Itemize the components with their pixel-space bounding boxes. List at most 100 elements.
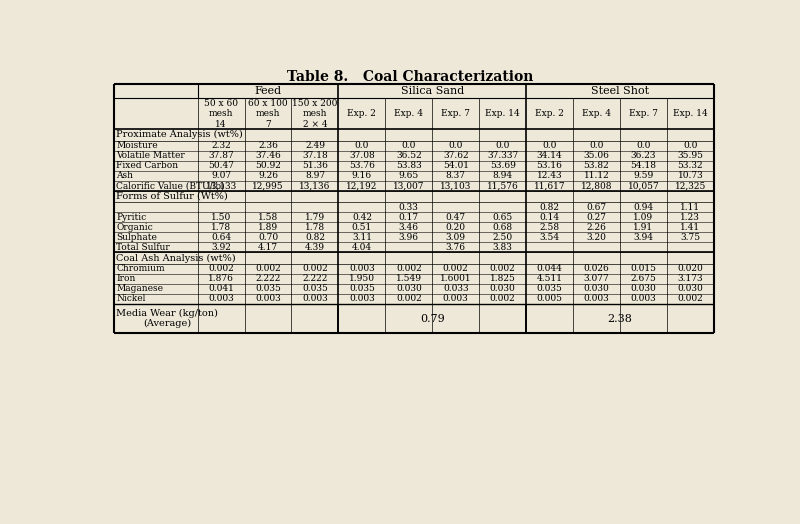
Text: 1.6001: 1.6001	[440, 275, 471, 283]
Text: 2.32: 2.32	[211, 141, 231, 150]
Text: 0.002: 0.002	[678, 294, 703, 303]
Text: 37.62: 37.62	[443, 151, 469, 160]
Text: 3.92: 3.92	[211, 243, 231, 252]
Text: 0.64: 0.64	[211, 233, 231, 242]
Text: Total Sulfur: Total Sulfur	[116, 243, 170, 252]
Text: 0.035: 0.035	[255, 285, 281, 293]
Text: 12.43: 12.43	[537, 171, 562, 180]
Text: 0.14: 0.14	[539, 213, 560, 222]
Text: Exp. 2: Exp. 2	[535, 109, 564, 118]
Text: Pyritic: Pyritic	[116, 213, 146, 222]
Text: 12,192: 12,192	[346, 181, 378, 190]
Text: 4.17: 4.17	[258, 243, 278, 252]
Text: 3.09: 3.09	[446, 233, 466, 242]
Text: 9.65: 9.65	[398, 171, 419, 180]
Text: 53.83: 53.83	[396, 161, 422, 170]
Text: 1.79: 1.79	[305, 213, 325, 222]
Text: 2.222: 2.222	[255, 275, 281, 283]
Text: 13,133: 13,133	[206, 181, 237, 190]
Text: 12,995: 12,995	[252, 181, 284, 190]
Text: 0.003: 0.003	[630, 294, 656, 303]
Text: 1.11: 1.11	[680, 203, 701, 212]
Text: 53.76: 53.76	[349, 161, 375, 170]
Text: 2.222: 2.222	[302, 275, 328, 283]
Text: 0.79: 0.79	[420, 313, 445, 323]
Text: 0.67: 0.67	[586, 203, 606, 212]
Text: 3.077: 3.077	[584, 275, 610, 283]
Text: 0.0: 0.0	[495, 141, 510, 150]
Text: Media Wear (kg/ton)
(Average): Media Wear (kg/ton) (Average)	[116, 309, 218, 329]
Text: 0.035: 0.035	[302, 285, 328, 293]
Text: 0.030: 0.030	[630, 285, 656, 293]
Text: 54.18: 54.18	[630, 161, 657, 170]
Text: Maganese: Maganese	[116, 285, 163, 293]
Text: Proximate Analysis (wt%): Proximate Analysis (wt%)	[115, 130, 242, 139]
Text: 0.17: 0.17	[398, 213, 419, 222]
Text: 1.89: 1.89	[258, 223, 278, 232]
Text: 8.94: 8.94	[493, 171, 513, 180]
Text: 0.20: 0.20	[446, 223, 466, 232]
Text: Exp. 14: Exp. 14	[486, 109, 520, 118]
Text: 0.003: 0.003	[443, 294, 469, 303]
Text: 12,325: 12,325	[674, 181, 706, 190]
Text: 0.030: 0.030	[678, 285, 703, 293]
Text: 50.92: 50.92	[255, 161, 281, 170]
Text: 4.04: 4.04	[352, 243, 372, 252]
Text: 37.08: 37.08	[349, 151, 374, 160]
Text: 2.26: 2.26	[586, 223, 606, 232]
Text: 3.76: 3.76	[446, 243, 466, 252]
Text: 8.97: 8.97	[305, 171, 325, 180]
Text: 0.026: 0.026	[584, 264, 610, 274]
Text: 3.83: 3.83	[493, 243, 513, 252]
Text: 9.59: 9.59	[634, 171, 654, 180]
Text: Organic: Organic	[116, 223, 153, 232]
Text: 0.041: 0.041	[208, 285, 234, 293]
Text: 1.78: 1.78	[211, 223, 231, 232]
Text: 0.94: 0.94	[634, 203, 654, 212]
Text: 2.49: 2.49	[305, 141, 325, 150]
Text: 0.002: 0.002	[302, 264, 328, 274]
Text: 60 x 100
mesh
7: 60 x 100 mesh 7	[248, 99, 288, 128]
Text: 35.95: 35.95	[678, 151, 703, 160]
Text: 10.73: 10.73	[678, 171, 703, 180]
Text: 1.78: 1.78	[305, 223, 325, 232]
Text: 37.46: 37.46	[255, 151, 281, 160]
Text: 0.27: 0.27	[586, 213, 606, 222]
Text: 0.002: 0.002	[396, 294, 422, 303]
Text: 0.030: 0.030	[584, 285, 610, 293]
Text: 0.002: 0.002	[255, 264, 281, 274]
Text: Exp. 2: Exp. 2	[347, 109, 376, 118]
Text: 9.16: 9.16	[352, 171, 372, 180]
Text: 0.030: 0.030	[490, 285, 515, 293]
Text: 53.82: 53.82	[584, 161, 610, 170]
Text: Exp. 14: Exp. 14	[673, 109, 708, 118]
Text: 13,007: 13,007	[393, 181, 425, 190]
Text: 0.002: 0.002	[208, 264, 234, 274]
Text: 0.42: 0.42	[352, 213, 372, 222]
Text: 0.002: 0.002	[490, 294, 515, 303]
Text: 0.0: 0.0	[590, 141, 604, 150]
Text: 0.015: 0.015	[630, 264, 657, 274]
Text: 9.26: 9.26	[258, 171, 278, 180]
Text: Fixed Carbon: Fixed Carbon	[116, 161, 178, 170]
Text: 53.32: 53.32	[678, 161, 703, 170]
Text: 2.50: 2.50	[493, 233, 513, 242]
Text: Exp. 4: Exp. 4	[394, 109, 423, 118]
Text: Coal Ash Analysis (wt%): Coal Ash Analysis (wt%)	[115, 254, 235, 263]
Text: Steel Shot: Steel Shot	[591, 86, 649, 96]
Text: 0.002: 0.002	[443, 264, 469, 274]
Text: Volatile Matter: Volatile Matter	[116, 151, 185, 160]
Text: Feed: Feed	[254, 86, 282, 96]
Text: 0.035: 0.035	[537, 285, 562, 293]
Text: 0.002: 0.002	[396, 264, 422, 274]
Text: 0.044: 0.044	[537, 264, 562, 274]
Text: 36.52: 36.52	[396, 151, 422, 160]
Text: Silica Sand: Silica Sand	[401, 86, 464, 96]
Text: 1.876: 1.876	[208, 275, 234, 283]
Text: 0.020: 0.020	[678, 264, 703, 274]
Text: 1.41: 1.41	[680, 223, 701, 232]
Text: 1.549: 1.549	[396, 275, 422, 283]
Text: 0.0: 0.0	[683, 141, 698, 150]
Text: Forms of Sulfur (Wt%): Forms of Sulfur (Wt%)	[115, 192, 227, 201]
Text: Table 8.   Coal Characterization: Table 8. Coal Characterization	[287, 70, 533, 84]
